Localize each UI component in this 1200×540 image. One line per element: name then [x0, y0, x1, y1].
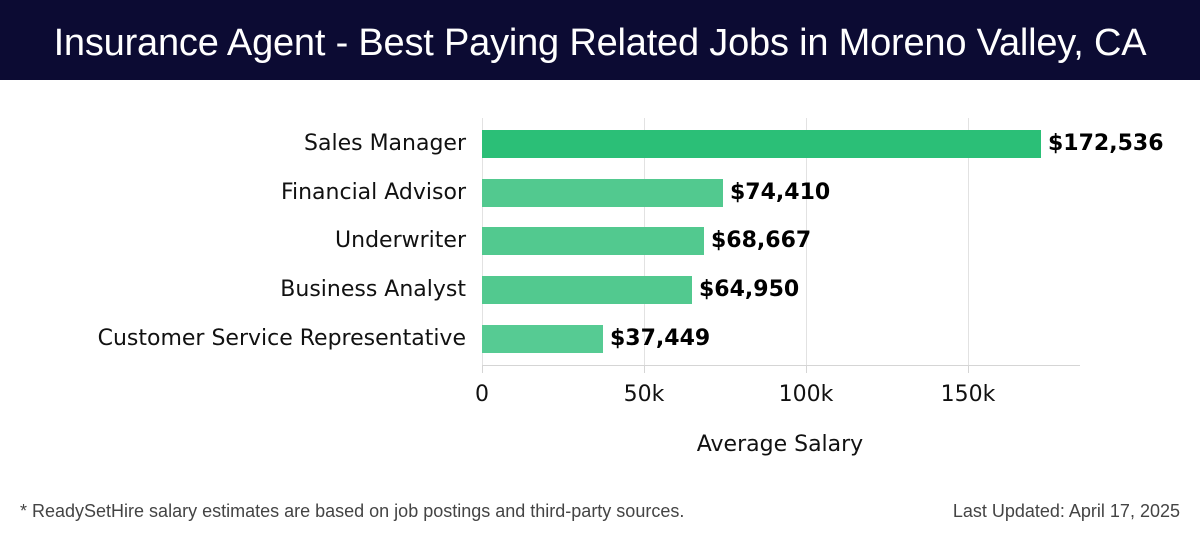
x-tick-label: 150k: [940, 382, 996, 407]
bar: [482, 325, 603, 353]
x-tick: [644, 365, 645, 373]
x-tick-label: 100k: [778, 382, 834, 407]
x-tick-label: 50k: [623, 382, 665, 407]
value-label: $37,449: [610, 326, 711, 351]
x-tick: [806, 365, 807, 373]
category-label: Customer Service Representative: [97, 326, 466, 351]
last-updated: Last Updated: April 17, 2025: [952, 501, 1180, 521]
x-tick-label: 0: [475, 382, 489, 407]
header-banner: Insurance Agent - Best Paying Related Jo…: [0, 0, 1200, 80]
category-label: Sales Manager: [304, 131, 466, 156]
bar: [482, 179, 723, 207]
bar: [482, 227, 704, 255]
category-label: Financial Advisor: [280, 180, 466, 205]
bar: [482, 276, 692, 304]
value-label: $172,536: [1048, 131, 1164, 156]
x-gridline: [806, 118, 807, 366]
value-label: $74,410: [730, 180, 831, 205]
x-gridline: [968, 118, 969, 366]
bar: [482, 130, 1041, 158]
category-label: Business Analyst: [280, 277, 466, 302]
category-label: Underwriter: [335, 228, 466, 253]
value-label: $64,950: [699, 277, 800, 302]
x-axis-label: Average Salary: [696, 432, 864, 457]
x-tick: [968, 365, 969, 373]
footer-disclaimer: * ReadySetHire salary estimates are base…: [20, 501, 685, 521]
value-label: $68,667: [711, 228, 812, 253]
x-tick: [482, 365, 483, 373]
chart-title: Insurance Agent - Best Paying Related Jo…: [53, 22, 1147, 64]
x-axis-line: [482, 365, 1080, 366]
